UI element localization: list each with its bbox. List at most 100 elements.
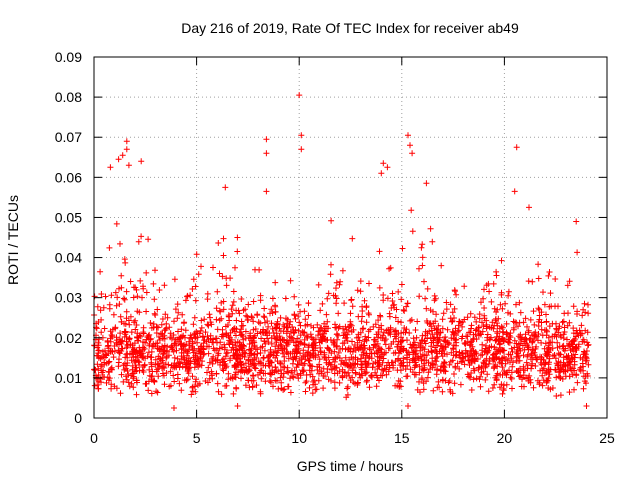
data-point [359,362,366,368]
data-point [366,346,373,353]
data-point [102,293,109,300]
data-point [223,275,230,282]
data-point [316,339,323,346]
data-point [226,341,233,348]
data-point [390,338,397,345]
data-point [109,366,115,373]
data-point [348,354,355,361]
data-point [333,331,340,338]
data-point [565,310,571,317]
data-point [219,273,226,280]
data-point [280,350,286,357]
data-point [91,293,98,300]
data-point [98,329,105,336]
data-point [306,367,313,374]
data-point [572,351,579,358]
data-point [127,341,134,348]
data-point [300,368,307,375]
data-point [416,265,422,272]
x-tick-label: 5 [193,430,201,446]
data-point [341,300,348,307]
data-point [450,346,457,353]
data-point [547,290,554,297]
data-point [454,328,461,335]
data-point [172,306,179,313]
data-point [151,296,158,303]
data-point [234,403,241,409]
data-point [323,311,330,318]
data-point [298,132,305,139]
data-point [480,323,487,330]
data-point [223,330,230,337]
data-point [529,346,536,353]
data-point [164,348,171,355]
data-point [471,314,478,321]
data-point [132,326,139,333]
data-point [560,342,567,349]
data-point [99,348,106,355]
data-point [261,305,268,312]
data-point [290,330,297,337]
data-point [333,300,340,307]
data-point [234,248,241,255]
data-point [342,354,349,361]
data-point [287,318,294,325]
data-point [165,361,172,368]
data-point [418,356,425,363]
data-point [411,339,418,346]
data-point [566,361,573,368]
data-points [91,92,592,411]
data-point [521,383,527,390]
data-point [215,388,222,395]
data-point [405,132,411,139]
data-point [496,341,503,348]
data-point [257,297,264,304]
data-point [489,319,496,326]
data-point [531,321,538,328]
data-point [374,334,381,341]
data-point [237,368,244,375]
data-point [100,367,107,374]
data-point [228,306,235,313]
data-point [380,332,386,339]
data-point [316,356,323,363]
data-point [339,366,346,373]
data-point [125,379,132,386]
data-point [464,371,471,378]
data-point [535,337,541,344]
data-point [319,300,326,307]
data-point [365,310,372,317]
data-point [107,328,114,335]
data-point [235,307,242,314]
data-point [581,338,588,345]
data-point [395,330,402,337]
data-point [584,342,591,349]
data-point [315,281,322,288]
data-point [553,374,560,381]
data-point [535,275,542,282]
data-point [296,92,303,99]
data-point [218,299,225,306]
data-point [289,349,296,355]
data-point [345,369,352,376]
data-point [351,361,358,368]
x-tick-label: 10 [291,430,307,446]
data-point [272,335,279,342]
data-point [584,370,591,377]
data-point [252,326,259,332]
data-point [409,342,416,349]
data-point [323,359,330,366]
data-point [529,338,536,345]
data-point [204,369,210,376]
data-point [486,336,493,343]
data-point [360,325,367,332]
data-point [366,280,372,287]
data-point [400,345,407,352]
data-point [386,329,393,336]
data-point [582,353,589,360]
data-point [175,361,182,368]
data-point [333,285,339,292]
data-point [468,347,475,354]
data-point [440,310,447,317]
